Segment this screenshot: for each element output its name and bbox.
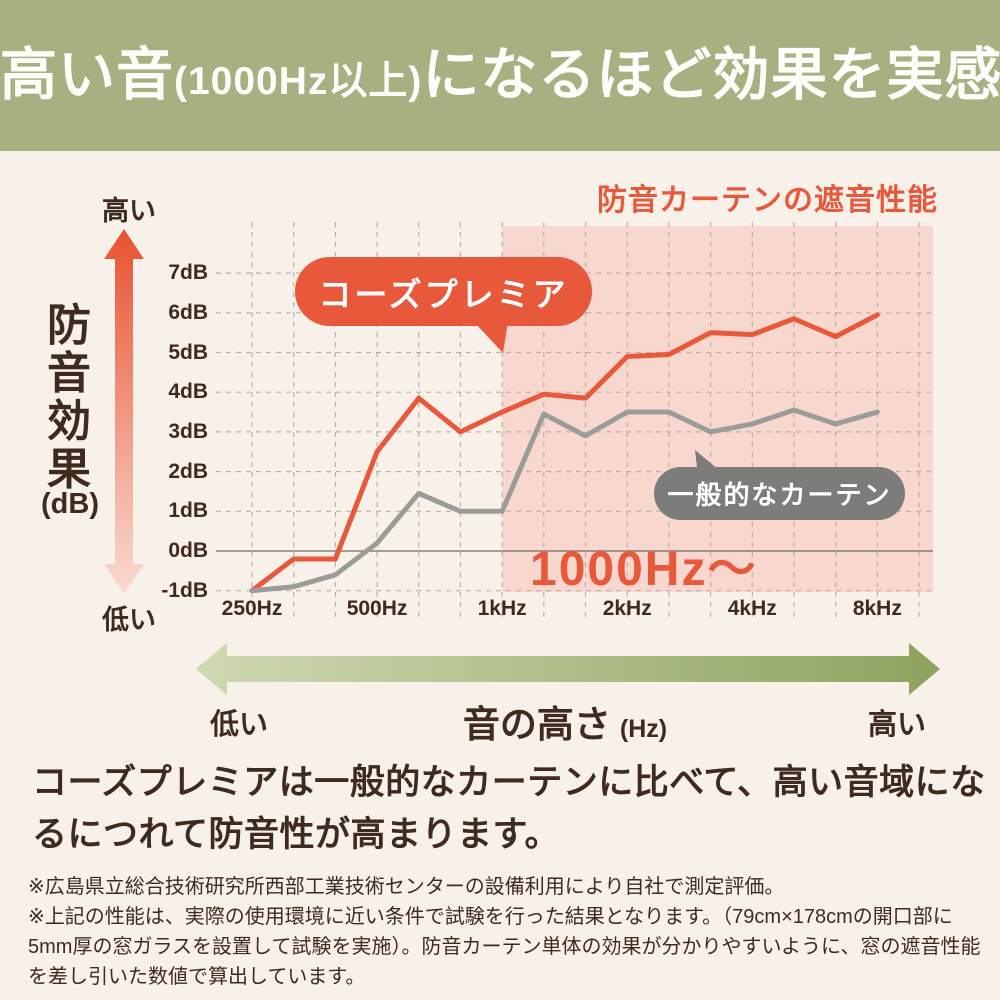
y-axis-unit: (dB): [41, 488, 99, 520]
generic-series-label: 一般的なカーテン: [667, 480, 892, 510]
y-tick-label: 5dB: [168, 340, 208, 364]
soundproof-level-arrow: [104, 229, 144, 594]
y-axis-low-label: 低い: [102, 605, 156, 635]
y-axis-title: 防音効果: [47, 301, 91, 494]
x-tick-label: 250Hz: [221, 597, 283, 620]
footnote-line: ※上記の性能は、実際の使用環境に近い条件で試験を行った結果となります。（79cm…: [28, 906, 953, 928]
footnotes: ※広島県立総合技術研究所西部工業技術センターの設備利用により自社で測定評価。 ※…: [28, 872, 980, 992]
x-tick-label: 500Hz: [346, 597, 408, 620]
summary-text: コーズプレミアは一般的なカーテンに比べて、高い音域にな るにつれて防音性が高まり…: [32, 757, 986, 861]
highlight-region-label: 1000Hz〜: [530, 543, 758, 596]
x-tick-label: 2kHz: [602, 597, 652, 620]
performance-chart: [104, 222, 940, 695]
x-tick-label: 8kHz: [852, 597, 902, 620]
frequency-axis-unit: (Hz): [619, 715, 668, 743]
page-title: 高い音(1000Hz以上)になるほど効果を実感: [0, 0, 1000, 159]
summary-line-2: るにつれて防音性が高まります。: [32, 815, 560, 854]
series-line-generic: [249, 407, 880, 594]
footnote-line: 5mm厚の窓ガラスを設置して試験を実施）。防音カーテン単体の効果が分かりやすいよ…: [28, 936, 981, 958]
frequency-high-label: 高い: [867, 709, 926, 741]
generic-series-callout: 一般的なカーテン: [654, 467, 905, 520]
footnote-line: ※広島県立総合技術研究所西部工業技術センターの設備利用により自社で測定評価。: [28, 876, 785, 898]
y-tick-label: 7dB: [168, 261, 208, 285]
chart-title: 防音カーテンの遮音性能: [597, 184, 938, 217]
series-line-premium: [249, 312, 880, 594]
y-tick-label: -1dB: [161, 578, 208, 602]
chart-series: [249, 312, 880, 594]
y-tick-label: 1dB: [168, 499, 208, 523]
frequency-axis-title-text: 音の高さ: [462, 704, 611, 745]
premium-series-label: コーズプレミア: [318, 275, 569, 313]
summary-line-1: コーズプレミアは一般的なカーテンに比べて、高い音域にな: [32, 763, 986, 802]
premium-series-callout: コーズプレミア: [295, 257, 592, 326]
frequency-range-arrow: [196, 643, 940, 695]
frequency-axis-title: 音の高さ (Hz): [400, 694, 730, 748]
frequency-low-label: 低い: [209, 709, 268, 741]
header-banner: 高い音(1000Hz以上)になるほど効果を実感: [0, 0, 1000, 151]
y-axis-high-label: 高い: [102, 196, 156, 226]
footnote-line: を差し引いた数値で算出しています。: [28, 966, 366, 988]
title-main-left: 高い音: [0, 43, 174, 107]
y-tick-label: 0dB: [168, 539, 208, 562]
x-tick-label: 4kHz: [727, 597, 777, 620]
y-tick-label: 6dB: [168, 300, 208, 324]
y-tick-label: 2dB: [168, 459, 208, 483]
y-tick-label: 4dB: [168, 380, 208, 404]
premium-callout-tail: [474, 322, 508, 353]
x-tick-label: 1kHz: [477, 597, 527, 620]
title-frequency-note: (1000Hz以上): [174, 60, 423, 103]
title-main-right: になるほど効果を実感: [422, 43, 1000, 107]
y-tick-label: 3dB: [168, 419, 208, 443]
